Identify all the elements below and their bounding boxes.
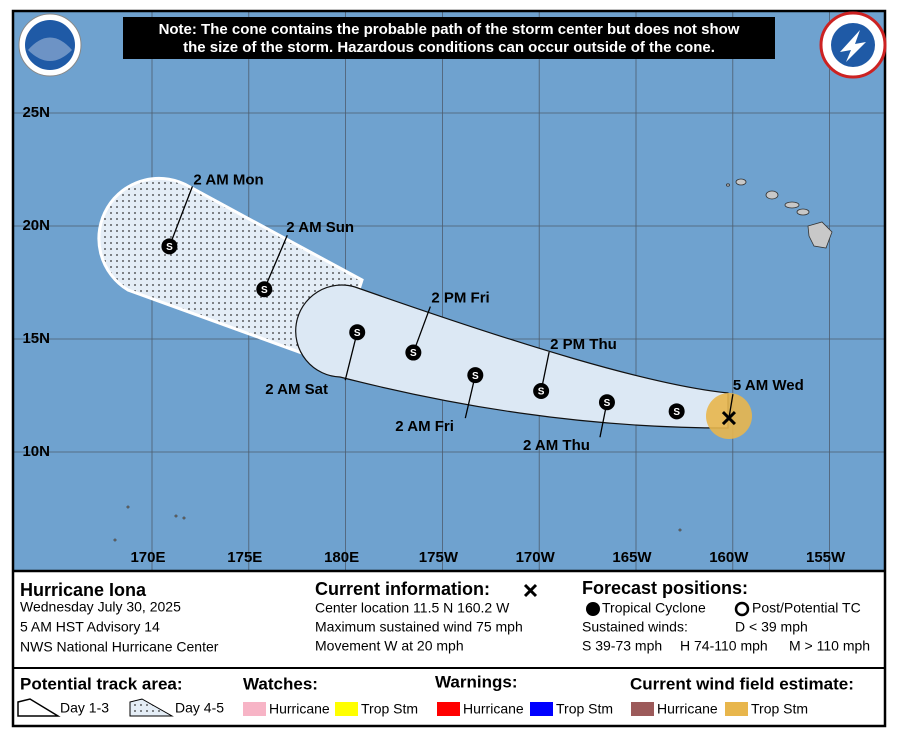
grid <box>13 11 885 571</box>
legend-swatch <box>725 702 748 716</box>
info-line: Wednesday July 30, 2025 <box>20 599 181 615</box>
lat-label: 10N <box>22 443 50 460</box>
legend-keys: Hurricane Trop Stm Hurricane Trop Stm Hurric… <box>243 701 808 717</box>
lon-label: 165W <box>612 549 652 566</box>
point-symbol: S <box>538 387 545 398</box>
legend-swatch <box>631 702 654 716</box>
point-symbol: S <box>673 407 680 418</box>
day13-icon <box>17 698 61 717</box>
point-label: 2 AM Sat <box>265 381 328 398</box>
legend-key: Hurricane <box>269 701 330 717</box>
day45-icon <box>129 698 174 717</box>
legend-key: Hurricane <box>463 701 524 717</box>
legend-key: Day 4-5 <box>175 700 224 716</box>
info-line: 5 AM HST Advisory 14 <box>20 619 160 635</box>
current-symbol <box>523 583 538 598</box>
legend-key: Hurricane <box>657 701 718 717</box>
forecast-key: S 39-73 mph <box>582 638 662 654</box>
current-line: Maximum sustained wind 75 mph <box>315 619 523 635</box>
point-label: 5 AM Wed <box>733 377 804 394</box>
nws-logo <box>819 11 887 79</box>
leader-line <box>412 306 431 353</box>
frame <box>11 9 887 728</box>
legend-swatch <box>243 702 266 716</box>
point-symbol: S <box>472 371 479 382</box>
lat-label: 20N <box>22 217 50 234</box>
leader-line <box>263 235 288 290</box>
legend-heading: Current wind field estimate: <box>630 674 854 693</box>
point-symbol: S <box>166 242 173 253</box>
forecast-key: D < 39 mph <box>735 619 808 635</box>
note-box <box>123 17 775 59</box>
point-label: 2 AM Mon <box>193 171 263 188</box>
tc-symbol <box>586 602 600 616</box>
lon-label: 160W <box>709 549 749 566</box>
legend-heading: Warnings: <box>435 672 517 691</box>
forecast-point <box>598 394 615 411</box>
islands <box>113 178 833 542</box>
legend-swatch <box>335 702 358 716</box>
point-symbol: S <box>410 348 417 359</box>
forecast-point <box>405 344 422 361</box>
current-line: Movement W at 20 mph <box>315 638 464 654</box>
legend-swatch <box>437 702 460 716</box>
leader-line <box>168 186 194 247</box>
forecast-point <box>467 367 484 384</box>
point-label: 2 AM Sun <box>286 219 354 236</box>
lon-label: 170E <box>130 549 165 566</box>
legend-swatch <box>530 702 553 716</box>
map: 5 AM Wed S 2 AM Thu S 2 PM Thu S 2 AM Fri S 2 PM… <box>13 11 885 571</box>
lon-label: 170W <box>516 549 556 566</box>
forecast-key: M > 110 mph <box>789 638 870 654</box>
lon-label: 175W <box>419 549 459 566</box>
forecast-point <box>256 281 273 298</box>
forecast-point <box>349 324 366 341</box>
forecast-key: Post/Potential TC <box>752 600 861 616</box>
point-label: 2 AM Fri <box>395 418 454 435</box>
cone-day-1-3 <box>295 284 729 429</box>
lat-label: 15N <box>22 330 50 347</box>
track: 5 AM Wed S 2 AM Thu S 2 PM Thu S 2 AM Fri S 2 PM… <box>161 171 804 454</box>
note: the size of the storm. Hazardous conditi… <box>183 39 715 56</box>
noaa-logo <box>18 13 82 77</box>
lon-label: 180E <box>324 549 359 566</box>
forecast-point <box>668 403 685 420</box>
note: Note: The cone contains the probable pat… <box>159 21 740 38</box>
current-position <box>721 411 736 426</box>
point-label: 2 PM Thu <box>550 336 617 353</box>
point-symbol: S <box>354 328 361 339</box>
info-line: NWS National Hurricane Center <box>20 639 219 655</box>
forecast-point <box>533 382 550 399</box>
x-stroke <box>721 411 736 426</box>
forecast-key: H 74-110 mph <box>680 638 768 654</box>
forecast-key: Tropical Cyclone <box>602 600 706 616</box>
current-line: Center location 11.5 N 160.2 W <box>315 600 510 616</box>
legend-key: Day 1-3 <box>60 700 109 716</box>
lon-label: 155W <box>806 549 846 566</box>
legend-key: Trop Stm <box>361 701 418 717</box>
storm-title: Hurricane Iona <box>20 580 147 600</box>
point-label: 2 PM Fri <box>431 290 489 307</box>
point-symbol: S <box>261 285 268 296</box>
leader-line <box>344 332 358 381</box>
leader-line <box>728 393 734 419</box>
lon-label: 175E <box>227 549 262 566</box>
cone-day-4-5 <box>97 176 364 367</box>
legend-heading: Potential track area: <box>20 674 183 693</box>
forecast-heading: Forecast positions: <box>582 578 748 598</box>
lat-label: 25N <box>22 104 50 121</box>
point-label: 2 AM Thu <box>523 437 590 454</box>
legend-key: Trop Stm <box>556 701 613 717</box>
current-heading: Current information: <box>315 579 490 599</box>
forecast-key: Sustained winds: <box>582 619 688 635</box>
ptc-symbol <box>734 601 750 617</box>
legend-heading: Watches: <box>243 674 318 693</box>
legend-key: Trop Stm <box>751 701 808 717</box>
forecast-point <box>161 238 178 255</box>
point-symbol: S <box>604 398 611 409</box>
